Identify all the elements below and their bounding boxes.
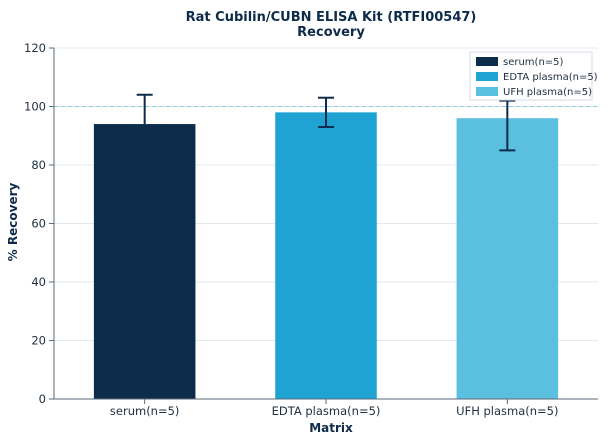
y-tick-label-20: 20 (31, 334, 46, 348)
bars (93, 112, 559, 400)
x-axis-label: Matrix (309, 421, 353, 435)
error-bars (136, 93, 516, 155)
y-ticks: 0 20 40 60 80 100 120 (24, 41, 54, 406)
legend-swatch-1 (476, 72, 498, 81)
chart-subtitle: Recovery (297, 25, 365, 40)
y-tick-label-80: 80 (31, 158, 46, 172)
legend-label-1: EDTA plasma(n=5) (503, 72, 598, 83)
y-axis-label: % Recovery (6, 183, 20, 262)
y-tick-label-0: 0 (39, 392, 46, 406)
x-tick-label-0: serum(n=5) (110, 404, 180, 418)
legend-label-2: UFH plasma(n=5) (503, 87, 592, 98)
y-tick-label-100: 100 (24, 100, 46, 114)
bar-2 (456, 118, 559, 399)
y-tick-label-120: 120 (24, 41, 46, 55)
x-tick-label-1: EDTA plasma(n=5) (272, 404, 381, 418)
y-tick-label-60: 60 (31, 217, 46, 231)
x-ticks: serum(n=5) EDTA plasma(n=5) UFH plasma(n=5… (110, 399, 559, 418)
bar-1 (275, 112, 377, 399)
chart-title: Rat Cubilin/CUBN ELISA Kit (RTFI00547) (186, 10, 477, 25)
legend-swatch-2 (476, 87, 498, 96)
y-tick-label-40: 40 (31, 275, 46, 289)
bar-0 (93, 124, 196, 400)
legend-label-0: serum(n=5) (503, 57, 564, 68)
x-tick-label-2: UFH plasma(n=5) (456, 404, 558, 418)
legend: serum(n=5) EDTA plasma(n=5) UFH plasma(n=5… (469, 51, 598, 101)
legend-swatch-0 (476, 57, 498, 66)
